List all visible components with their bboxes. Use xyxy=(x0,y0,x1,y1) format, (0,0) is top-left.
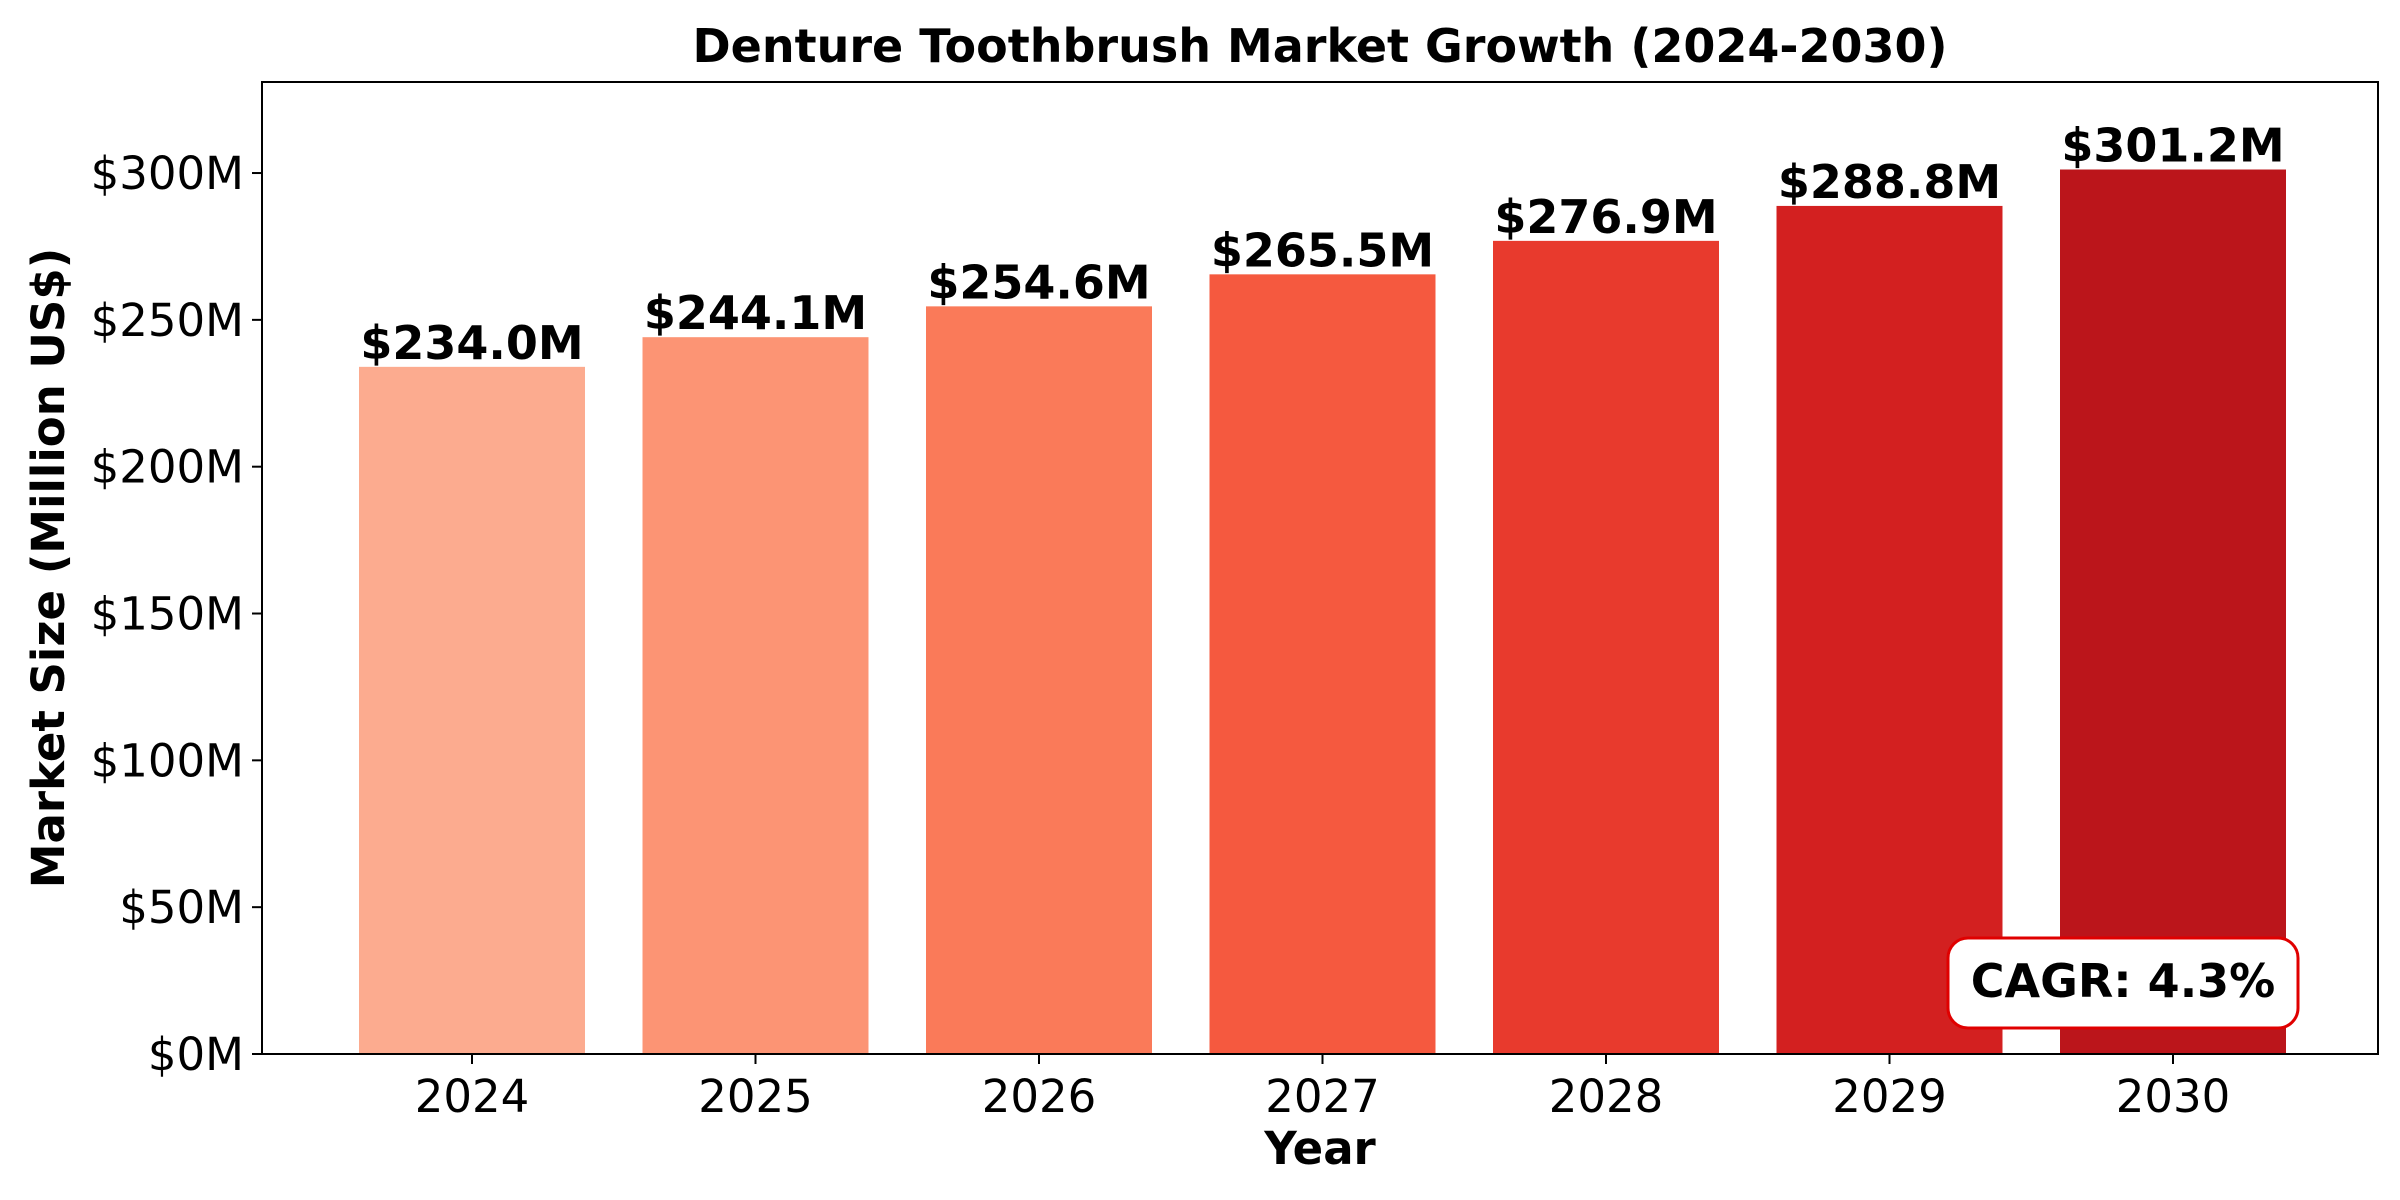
x-tick-label-2028: 2028 xyxy=(1549,1070,1664,1123)
x-tick-label-2027: 2027 xyxy=(1265,1070,1380,1123)
cagr-annotation-text: CAGR: 4.3% xyxy=(1971,954,2276,1008)
y-tick-label-100: $100M xyxy=(91,734,244,787)
bar-2030 xyxy=(2060,169,2286,1054)
y-tick-label-0: $0M xyxy=(148,1028,244,1081)
bars-layer xyxy=(359,169,2286,1054)
bar-2028 xyxy=(1493,240,1719,1054)
x-tick-label-2024: 2024 xyxy=(415,1070,530,1123)
value-label-2029: $288.8M xyxy=(1778,155,2001,209)
y-tick-label-250: $250M xyxy=(91,294,244,347)
bar-2024 xyxy=(359,366,585,1054)
value-label-2026: $254.6M xyxy=(927,255,1150,309)
x-axis-label: Year xyxy=(1263,1122,1376,1175)
x-tick-label-2030: 2030 xyxy=(2116,1070,2231,1123)
bar-2027 xyxy=(1209,274,1436,1054)
value-label-2025: $244.1M xyxy=(644,286,867,340)
bar-2025 xyxy=(642,337,869,1054)
plot-frame xyxy=(261,81,2379,1055)
value-labels-layer: $234.0M $244.1M $254.6M $265.5M $276.9M $288.… xyxy=(360,119,2284,370)
y-tick-label-200: $200M xyxy=(91,441,244,494)
cagr-annotation-box xyxy=(1946,936,2300,1030)
value-label-2028: $276.9M xyxy=(1494,190,1717,244)
x-tick-label-2026: 2026 xyxy=(982,1070,1097,1123)
value-label-2030: $301.2M xyxy=(2061,119,2284,173)
x-axis-ticks: 2024 2025 2026 2027 2028 2029 2030 xyxy=(415,1054,2231,1123)
cagr-annotation: CAGR: 4.3% xyxy=(1946,936,2300,1030)
x-tick-label-2029: 2029 xyxy=(1832,1070,1947,1123)
y-tick-label-150: $150M xyxy=(91,588,244,641)
chart-title: Denture Toothbrush Market Growth (2024-2… xyxy=(692,19,1947,73)
y-axis-ticks: $0M $50M $100M $150M $200M $250M $300M xyxy=(91,147,262,1081)
y-tick-label-300: $300M xyxy=(91,147,244,200)
bar-2029 xyxy=(1776,205,2003,1054)
y-axis-label: Market Size (Million US$) xyxy=(22,248,75,888)
x-tick-label-2025: 2025 xyxy=(698,1070,813,1123)
bar-2026 xyxy=(926,306,1152,1054)
value-label-2024: $234.0M xyxy=(360,316,583,370)
value-label-2027: $265.5M xyxy=(1211,223,1434,277)
y-tick-label-50: $50M xyxy=(119,881,244,934)
